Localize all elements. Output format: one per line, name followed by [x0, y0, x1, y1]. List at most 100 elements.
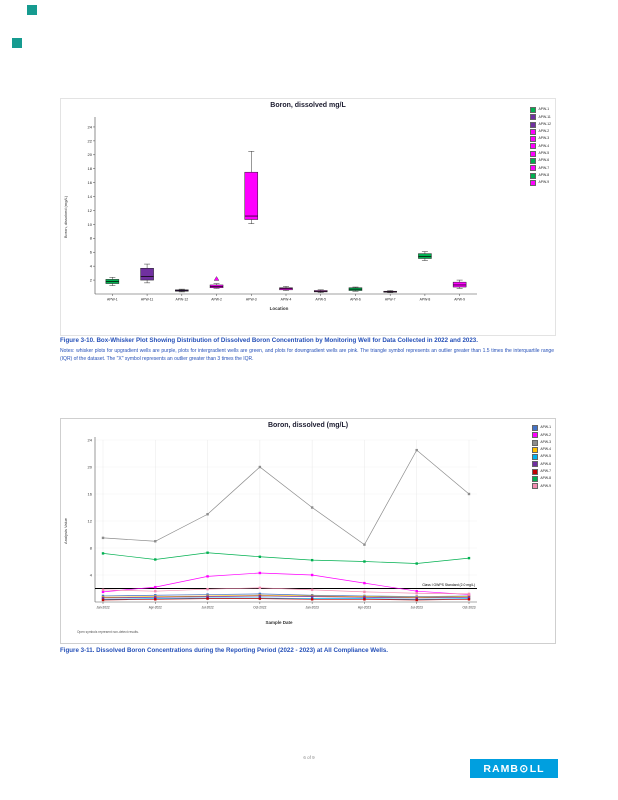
svg-text:APW-4: APW-4 — [281, 298, 292, 302]
legend-item: APW-3 — [532, 439, 551, 446]
ramboll-logo: RAMB ⊙ LL — [470, 759, 558, 778]
svg-text:12: 12 — [88, 208, 93, 213]
accent-square-top — [27, 5, 37, 15]
svg-text:Jul-2022: Jul-2022 — [201, 606, 213, 610]
svg-text:APW-2: APW-2 — [211, 298, 222, 302]
series-APW-7 — [101, 597, 471, 602]
svg-text:APW-11: APW-11 — [141, 298, 153, 302]
ramboll-logo-text-right: LL — [529, 762, 545, 775]
legend-swatch-icon — [532, 468, 539, 475]
legend-label: APW-6 — [540, 461, 551, 466]
legend-item: APW-11 — [530, 114, 551, 121]
legend-label: APW-8 — [538, 172, 550, 177]
legend-swatch-icon — [530, 165, 537, 172]
legend-label: APW-11 — [538, 114, 551, 119]
linechart-y-axis-label: Analysis Value — [63, 518, 68, 544]
legend-swatch-icon — [532, 461, 539, 468]
legend-swatch-icon — [530, 107, 537, 113]
linechart-figure: Boron, dissolved (mg/L) Analysis Value 4… — [60, 418, 556, 644]
svg-text:18: 18 — [88, 166, 93, 171]
svg-text:Apr-2022: Apr-2022 — [149, 606, 162, 610]
svg-text:Jan-2023: Jan-2023 — [305, 606, 319, 610]
box-whisker — [105, 277, 120, 286]
accent-square-left — [12, 38, 22, 48]
svg-text:APW-12: APW-12 — [176, 298, 189, 302]
ramboll-logo-o-icon: ⊙ — [519, 762, 530, 775]
svg-text:APW-6: APW-6 — [350, 298, 361, 302]
series-APW-3 — [101, 448, 471, 546]
legend-label: APW-7 — [538, 165, 550, 170]
legend-swatch-icon — [532, 425, 539, 431]
legend-swatch-icon — [530, 114, 537, 121]
legend-item: APW-6 — [532, 461, 551, 468]
figure-3-11-caption: Figure 3-11. Dissolved Boron Concentrati… — [60, 647, 389, 654]
box-whisker — [452, 279, 467, 289]
svg-text:Jan-2022: Jan-2022 — [96, 606, 110, 610]
svg-text:8: 8 — [90, 236, 93, 241]
series-APW-9 — [101, 586, 471, 596]
legend-label: APW-4 — [540, 447, 551, 452]
legend-item: APW-7 — [530, 165, 551, 172]
figure-3-10-notes: Notes: whisker plots for upgradient well… — [60, 348, 554, 362]
linechart-footnote: Open symbols represent non-detect result… — [77, 630, 139, 634]
box-whisker — [418, 251, 432, 261]
svg-text:16: 16 — [88, 491, 93, 496]
legend-label: APW-5 — [540, 454, 551, 459]
figure-3-11-caption-block: Figure 3-11. Dissolved Boron Concentrati… — [60, 646, 554, 655]
legend-label: APW-5 — [538, 151, 550, 156]
outlier-triangle-icon — [213, 276, 220, 281]
legend-swatch-icon — [530, 136, 537, 143]
boxplot-legend: APW-1 APW-11 APW-12 APW-2 APW-3 APW-4 APW-5 APW… — [530, 107, 551, 186]
box-whisker — [279, 286, 293, 291]
legend-label: APW-12 — [538, 121, 551, 126]
svg-text:Oct-2023: Oct-2023 — [462, 606, 475, 610]
legend-label: APW-9 — [538, 180, 550, 185]
legend-label: APW-7 — [540, 469, 551, 474]
linechart-title: Boron, dissolved (mg/L) — [267, 422, 349, 429]
legend-swatch-icon — [532, 439, 539, 446]
box-whisker — [348, 286, 363, 292]
page-number: 6 of 9 — [303, 755, 315, 760]
linechart-legend: APW-1 APW-2 APW-3 APW-4 APW-5 APW-6 APW-7 APW-8… — [532, 425, 551, 490]
legend-label: APW-9 — [540, 483, 551, 488]
legend-item: APW-6 — [530, 158, 551, 165]
legend-label: APW-4 — [538, 143, 550, 148]
legend-label: APW-1 — [540, 425, 551, 430]
legend-swatch-icon — [532, 483, 539, 490]
legend-item: APW-9 — [532, 483, 551, 490]
legend-swatch-icon — [530, 172, 537, 179]
series-APW-6 — [101, 594, 471, 600]
gwps-reference-label: Class I GWPS Standard (2.0 mg/L) — [422, 583, 475, 587]
svg-text:16: 16 — [88, 180, 93, 185]
series-APW-2 — [101, 571, 471, 596]
svg-text:Jul-2023: Jul-2023 — [411, 606, 423, 610]
svg-text:10: 10 — [88, 222, 93, 227]
legend-item: APW-1 — [532, 425, 551, 431]
legend-item: APW-2 — [532, 432, 551, 439]
svg-text:APW-3: APW-3 — [246, 298, 257, 302]
svg-text:14: 14 — [88, 194, 93, 199]
legend-item: APW-5 — [530, 150, 551, 157]
svg-text:8: 8 — [90, 545, 93, 550]
series-APW-8 — [101, 551, 471, 565]
box-whisker — [175, 288, 189, 293]
svg-text:20: 20 — [88, 464, 93, 469]
boxplot-x-axis-label: Location — [269, 306, 289, 311]
legend-swatch-icon — [532, 446, 539, 453]
legend-swatch-icon — [532, 454, 539, 461]
legend-swatch-icon — [530, 179, 537, 186]
legend-label: APW-3 — [540, 439, 551, 444]
svg-text:Oct-2022: Oct-2022 — [253, 606, 266, 610]
legend-swatch-icon — [530, 121, 537, 128]
legend-item: APW-4 — [530, 143, 551, 150]
svg-text:6: 6 — [90, 250, 93, 255]
svg-text:4: 4 — [90, 264, 93, 269]
figure-3-10-caption: Figure 3-10. Box-Whisker Plot Showing Di… — [60, 337, 478, 344]
svg-text:12: 12 — [88, 518, 93, 523]
box-whisker — [313, 289, 328, 293]
linechart-x-axis-label: Sample Date — [265, 620, 293, 625]
svg-text:Apr-2023: Apr-2023 — [358, 606, 371, 610]
boxplot-y-axis-label: Boron, dissolved (mg/L) — [63, 195, 68, 239]
legend-label: APW-1 — [538, 107, 550, 112]
